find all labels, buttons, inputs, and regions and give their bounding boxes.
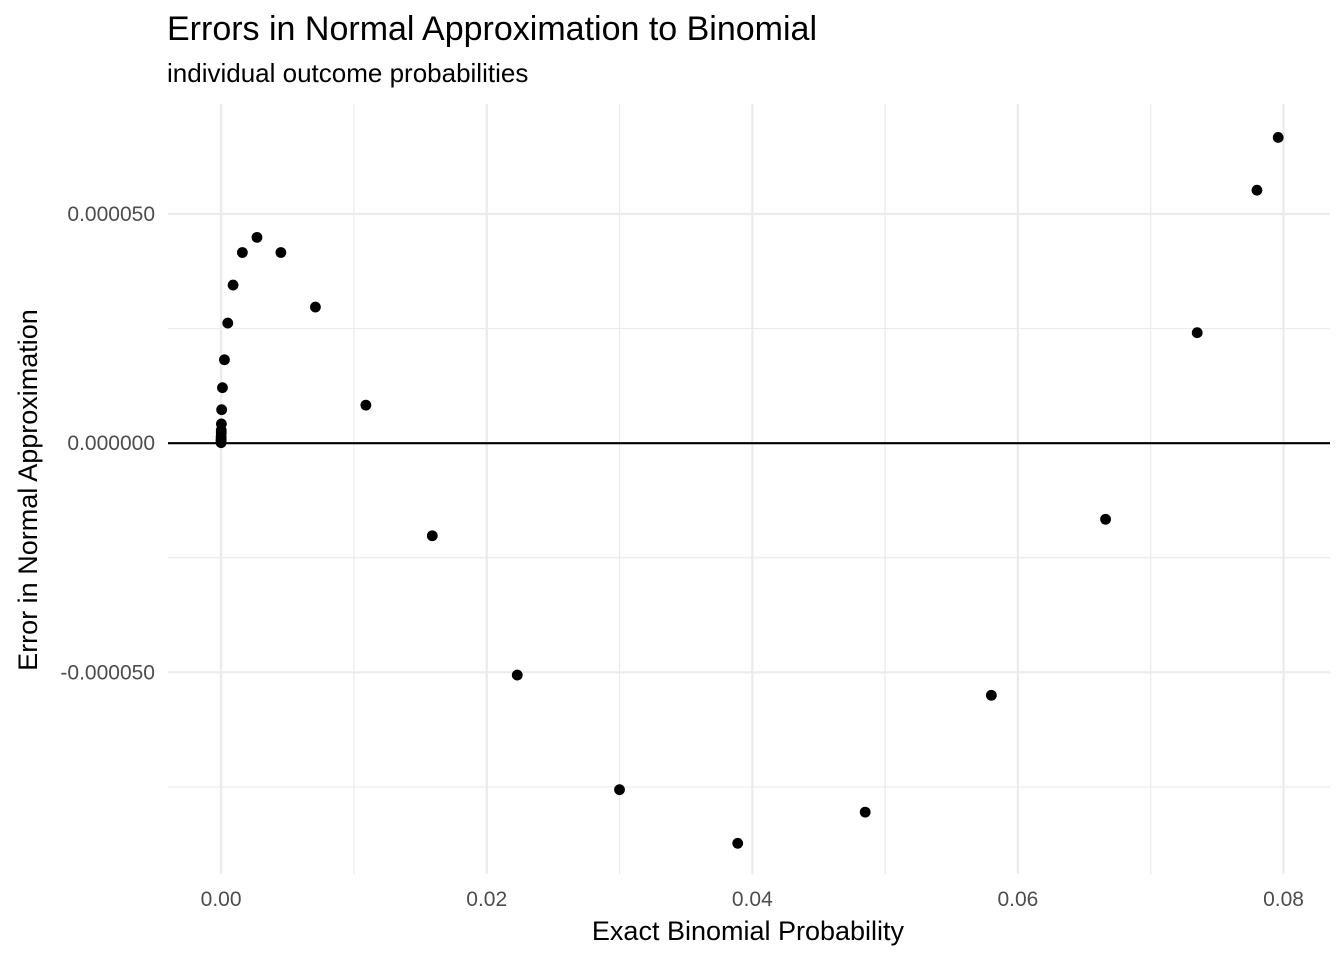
data-point (219, 354, 230, 366)
y-tick-label: 0.000050 (67, 203, 155, 226)
data-point (732, 837, 744, 849)
data-point (215, 418, 227, 430)
chart-subtitle: individual outcome probabilities (167, 58, 528, 88)
data-points (215, 132, 1284, 849)
data-point (511, 669, 523, 681)
data-point (859, 806, 871, 818)
data-point (985, 689, 997, 701)
x-tick-label: 0.06 (997, 888, 1038, 911)
data-point (217, 382, 228, 394)
data-point (426, 530, 438, 542)
data-point (1272, 132, 1284, 143)
x-axis-tick-labels: 0.00 0.02 0.04 0.06 0.08 (201, 888, 1304, 911)
data-point (275, 247, 287, 258)
x-axis-title: Exact Binomial Probability (592, 916, 905, 946)
x-tick-label: 0.04 (732, 888, 773, 911)
y-tick-label: 0.000000 (67, 432, 155, 455)
x-tick-label: 0.08 (1263, 888, 1304, 911)
data-point (1191, 327, 1203, 339)
y-axis-title: Error in Normal Approximation (13, 309, 43, 671)
chart-title: Errors in Normal Approximation to Binomi… (167, 10, 817, 48)
data-point (251, 231, 263, 243)
x-tick-label: 0.00 (201, 888, 242, 911)
y-axis-tick-labels: -0.000050 0.000000 0.000050 (60, 203, 155, 684)
data-point (216, 404, 228, 416)
data-point (1100, 513, 1111, 525)
data-point (1251, 184, 1263, 196)
data-point (236, 247, 248, 258)
x-tick-label: 0.02 (466, 888, 507, 911)
major-gridlines (168, 104, 1330, 874)
data-point (222, 317, 234, 329)
data-point (614, 784, 625, 796)
data-point (227, 279, 239, 291)
data-point (310, 301, 321, 313)
minor-gridlines (168, 104, 1330, 874)
data-point (360, 399, 372, 411)
y-tick-label: -0.000050 (60, 661, 155, 684)
